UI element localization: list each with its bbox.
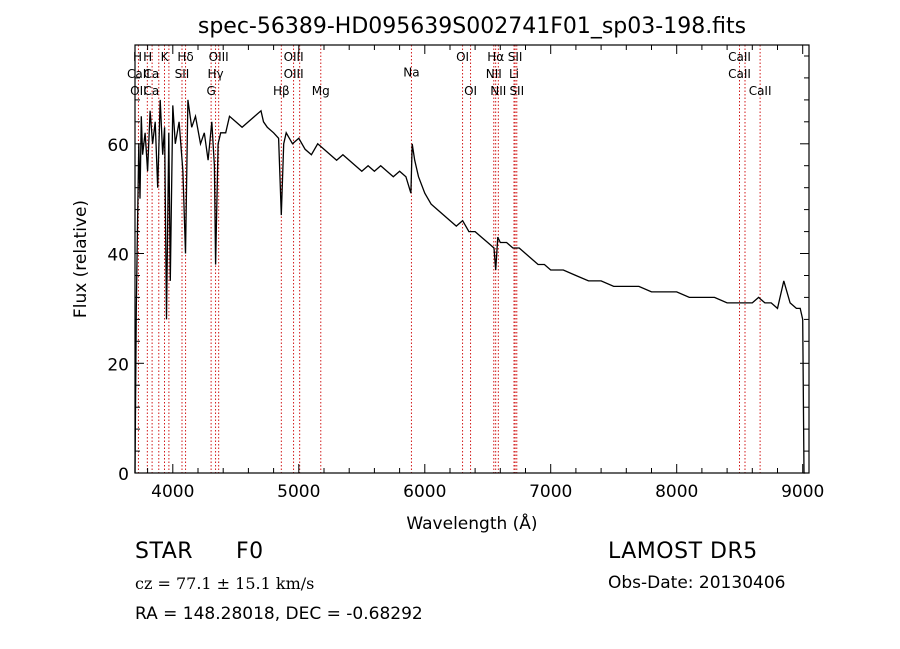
y-tick-label: 60 [107, 136, 129, 156]
line-marker-label: Hγ [208, 67, 224, 81]
y-tick-label: 0 [118, 465, 129, 485]
line-marker-label: Ca [144, 84, 160, 98]
line-marker-label: Hβ [273, 84, 290, 98]
x-tick-label: 4000 [151, 482, 194, 502]
line-marker-label: CaII [728, 67, 751, 81]
line-marker-label: CaII [127, 67, 150, 81]
line-marker-label: OI [456, 50, 469, 64]
line-marker-label: NII [490, 84, 506, 98]
x-axis-label: Wavelength (Å) [406, 512, 537, 534]
line-marker-label: Mg [312, 84, 330, 98]
line-marker-label: K [161, 50, 170, 64]
line-marker-label: SII [508, 50, 523, 64]
line-marker-label: OIII [284, 50, 304, 64]
line-marker-label: CaII [728, 50, 751, 64]
line-marker-label: Na [403, 65, 419, 79]
sky-coordinates: RA = 148.28018, DEC = -0.68292 [135, 604, 423, 624]
x-axis: 4000 5000 6000 7000 8000 9000 [147, 45, 824, 502]
survey-release: LAMOST DR5 [608, 539, 758, 564]
line-marker-label: OI [464, 84, 477, 98]
line-marker-label: Hα [487, 50, 504, 64]
object-class: STAR [135, 539, 194, 564]
line-markers [137, 45, 761, 473]
line-marker-label: H [133, 50, 142, 64]
line-marker-label: SII [509, 84, 524, 98]
line-marker-label: OIII [209, 50, 229, 64]
spectrum-series-line [134, 99, 806, 474]
line-marker-label: H [143, 50, 152, 64]
x-tick-label: 5000 [277, 482, 320, 502]
line-marker-label: Li [509, 67, 519, 81]
line-marker-label: OII [130, 84, 147, 98]
y-axis-label: Flux (relative) [71, 200, 91, 318]
y-axis: 0 20 40 60 [107, 55, 809, 485]
redshift-velocity: cz = 77.1 ± 15.1 km/s [135, 574, 315, 593]
chart-title: spec-56389-HD095639S002741F01_sp03-198.f… [198, 14, 746, 39]
line-marker-label: G [206, 84, 215, 98]
line-marker-label: Hδ [177, 50, 193, 64]
plot-frame [134, 44, 810, 474]
line-marker-label: OIII [284, 67, 304, 81]
line-marker-label: Ca [144, 67, 160, 81]
x-tick-label: 7000 [529, 482, 572, 502]
y-tick-label: 40 [107, 246, 129, 266]
spectral-subclass: F0 [236, 539, 264, 564]
line-marker-label: SII [175, 67, 190, 81]
x-tick-label: 6000 [403, 482, 446, 502]
x-tick-label: 8000 [655, 482, 698, 502]
line-marker-label: NII [486, 67, 502, 81]
observation-date: Obs-Date: 20130406 [608, 573, 786, 593]
x-tick-label: 9000 [781, 482, 824, 502]
line-marker-label: CaII [749, 84, 772, 98]
y-tick-label: 20 [107, 355, 129, 375]
